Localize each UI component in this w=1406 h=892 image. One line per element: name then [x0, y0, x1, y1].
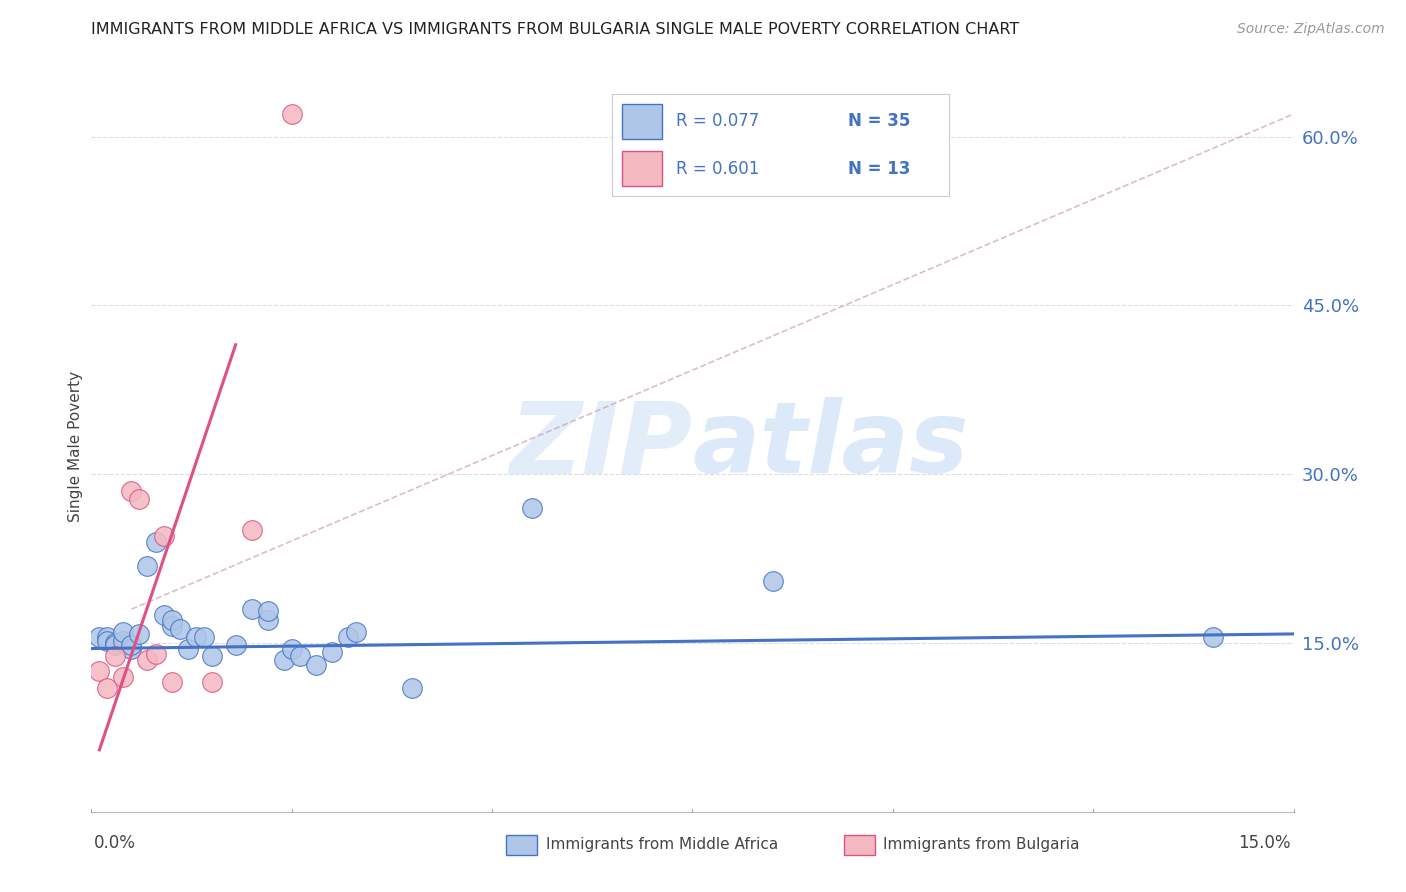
Point — [152, 607, 174, 622]
Point — [240, 524, 263, 538]
Point — [96, 633, 118, 648]
Point — [145, 534, 167, 549]
Point — [121, 638, 143, 652]
Point — [762, 574, 785, 588]
Point — [256, 614, 278, 628]
Point — [344, 624, 367, 639]
Point — [176, 641, 198, 656]
Text: Immigrants from Bulgaria: Immigrants from Bulgaria — [883, 838, 1080, 852]
Point — [152, 529, 174, 543]
Point — [281, 107, 304, 121]
Point — [169, 623, 191, 637]
Text: R = 0.601: R = 0.601 — [676, 160, 759, 178]
Text: Immigrants from Middle Africa: Immigrants from Middle Africa — [546, 838, 778, 852]
Point — [112, 670, 135, 684]
Point — [121, 641, 143, 656]
Text: N = 13: N = 13 — [848, 160, 910, 178]
Point — [201, 675, 224, 690]
Point — [96, 681, 118, 695]
Point — [96, 630, 118, 644]
Text: 0.0%: 0.0% — [94, 834, 136, 852]
Point — [160, 614, 183, 628]
Point — [522, 500, 544, 515]
Point — [281, 641, 304, 656]
Point — [240, 602, 263, 616]
Point — [201, 649, 224, 664]
Point — [225, 638, 247, 652]
Point — [305, 658, 328, 673]
Point — [104, 638, 127, 652]
Point — [128, 491, 150, 506]
Point — [136, 653, 159, 667]
Text: N = 35: N = 35 — [848, 112, 910, 130]
Point — [160, 675, 183, 690]
Text: ZIP: ZIP — [509, 398, 692, 494]
Text: IMMIGRANTS FROM MIDDLE AFRICA VS IMMIGRANTS FROM BULGARIA SINGLE MALE POVERTY CO: IMMIGRANTS FROM MIDDLE AFRICA VS IMMIGRA… — [91, 22, 1019, 37]
Point — [321, 645, 343, 659]
Point — [145, 647, 167, 661]
Point — [121, 483, 143, 498]
Text: atlas: atlas — [692, 398, 969, 494]
Point — [273, 653, 295, 667]
Point — [184, 630, 207, 644]
Point — [112, 624, 135, 639]
Point — [1202, 630, 1225, 644]
Point — [288, 649, 311, 664]
Text: Source: ZipAtlas.com: Source: ZipAtlas.com — [1237, 22, 1385, 37]
Point — [128, 627, 150, 641]
Point — [89, 664, 111, 678]
Point — [89, 630, 111, 644]
Point — [104, 649, 127, 664]
Point — [112, 633, 135, 648]
Point — [256, 604, 278, 618]
Point — [136, 559, 159, 574]
Point — [160, 619, 183, 633]
Point — [401, 681, 423, 695]
Text: R = 0.077: R = 0.077 — [676, 112, 759, 130]
FancyBboxPatch shape — [621, 151, 662, 186]
Point — [104, 636, 127, 650]
Text: 15.0%: 15.0% — [1239, 834, 1291, 852]
Y-axis label: Single Male Poverty: Single Male Poverty — [67, 370, 83, 522]
Point — [336, 630, 359, 644]
Point — [193, 630, 215, 644]
FancyBboxPatch shape — [621, 104, 662, 139]
